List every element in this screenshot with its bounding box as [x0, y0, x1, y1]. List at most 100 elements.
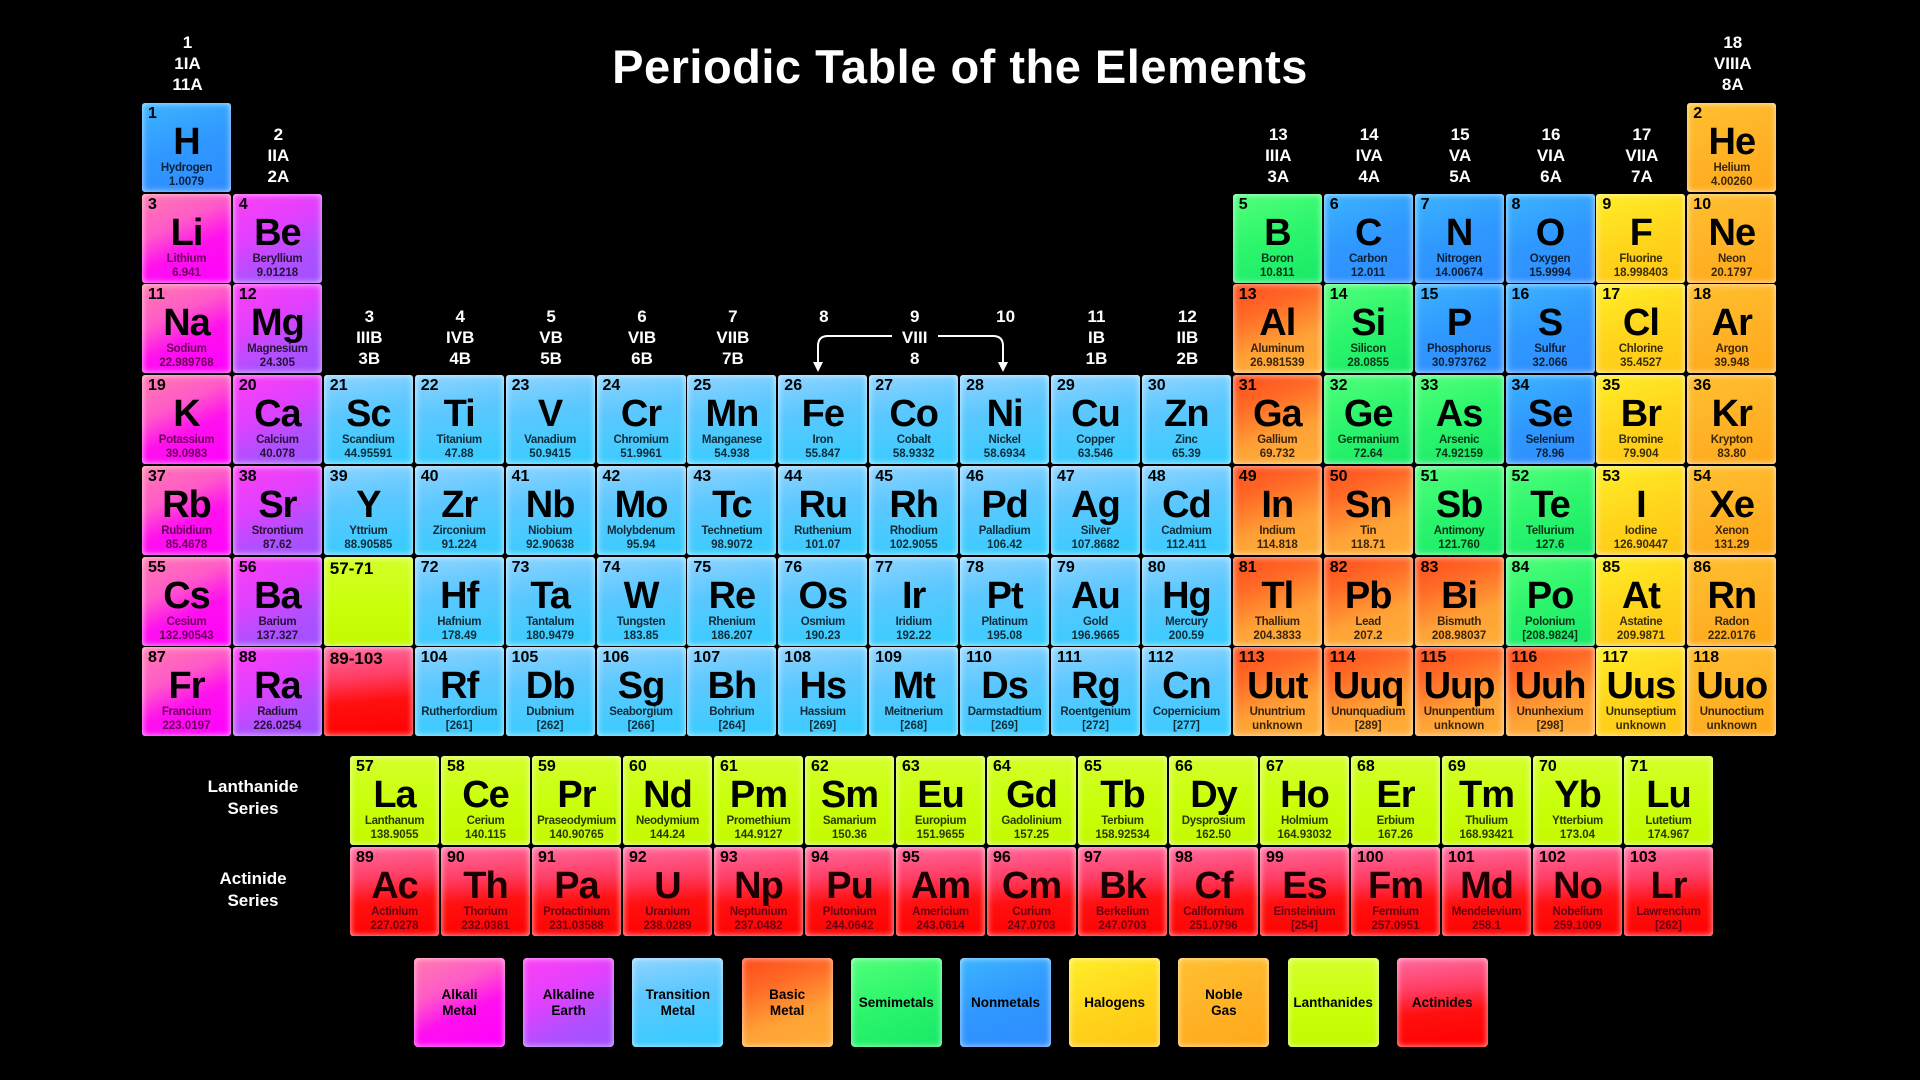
element-cell-uup[interactable]: 115 Uup Ununpentium unknown	[1414, 647, 1504, 737]
element-cell-tc[interactable]: 43 Tc Technetium 98.9072	[687, 465, 777, 555]
element-cell-md[interactable]: 101 Md Mendelevium 258.1	[1442, 847, 1531, 936]
element-cell-mt[interactable]: 109 Mt Meitnerium [268]	[869, 647, 959, 737]
element-cell-uuh[interactable]: 116 Uuh Ununhexium [298]	[1505, 647, 1595, 737]
element-cell-no[interactable]: 102 No Nobelium 259.1009	[1533, 847, 1622, 936]
element-cell-sm[interactable]: 62 Sm Samarium 150.36	[805, 756, 894, 845]
element-cell-b[interactable]: 5 B Boron 10.811	[1232, 193, 1322, 283]
element-cell-he[interactable]: 2 He Helium 4.00260	[1687, 103, 1777, 192]
element-cell-ho[interactable]: 67 Ho Holmium 164.93032	[1260, 756, 1349, 845]
element-cell-k[interactable]: 19 K Potassium 39.0983	[142, 375, 231, 465]
element-cell-pb[interactable]: 82 Pb Lead 207.2	[1323, 556, 1413, 646]
element-cell-co[interactable]: 27 Co Cobalt 58.9332	[869, 375, 959, 465]
element-cell-ti[interactable]: 22 Ti Titanium 47.88	[414, 375, 504, 465]
element-cell-mo[interactable]: 42 Mo Molybdenum 95.94	[596, 465, 686, 555]
element-cell-na[interactable]: 11 Na Sodium 22.989768	[142, 284, 231, 374]
element-cell-tm[interactable]: 69 Tm Thulium 168.93421	[1442, 756, 1531, 845]
element-cell-tl[interactable]: 81 Tl Thallium 204.3833	[1232, 556, 1322, 646]
element-cell-ag[interactable]: 47 Ag Silver 107.8682	[1051, 465, 1140, 555]
element-cell-w[interactable]: 74 W Tungsten 183.85	[596, 556, 686, 646]
element-cell-be[interactable]: 4 Be Beryllium 9.01218	[232, 193, 322, 283]
element-cell-sn[interactable]: 50 Sn Tin 118.71	[1323, 465, 1413, 555]
element-cell-uus[interactable]: 117 Uus Ununseptium unknown	[1596, 647, 1686, 737]
element-cell-uuq[interactable]: 114 Uuq Ununquadium [289]	[1323, 647, 1413, 737]
element-cell-ca[interactable]: 20 Ca Calcium 40.078	[232, 375, 322, 465]
element-cell-mn[interactable]: 25 Mn Manganese 54.938	[687, 375, 777, 465]
element-cell-zr[interactable]: 40 Zr Zirconium 91.224	[414, 465, 504, 555]
element-cell-ru[interactable]: 44 Ru Ruthenium 101.07	[778, 465, 868, 555]
element-cell-la[interactable]: 57 La Lanthanum 138.9055	[350, 756, 439, 845]
element-cell-er[interactable]: 68 Er Erbium 167.26	[1351, 756, 1440, 845]
element-cell-bi[interactable]: 83 Bi Bismuth 208.98037	[1414, 556, 1504, 646]
element-cell-at[interactable]: 85 At Astatine 209.9871	[1596, 556, 1686, 646]
element-cell-fe[interactable]: 26 Fe Iron 55.847	[778, 375, 868, 465]
element-cell-cf[interactable]: 98 Cf Californium 251.0796	[1169, 847, 1258, 936]
element-cell-bh[interactable]: 107 Bh Bohrium [264]	[687, 647, 777, 737]
element-cell-cm[interactable]: 96 Cm Curium 247.0703	[987, 847, 1076, 936]
element-cell-c[interactable]: 6 C Carbon 12.011	[1323, 193, 1413, 283]
element-cell-as[interactable]: 33 As Arsenic 74.92159	[1414, 375, 1504, 465]
element-cell-am[interactable]: 95 Am Americium 243.0614	[896, 847, 985, 936]
element-cell-ba[interactable]: 56 Ba Barium 137.327	[232, 556, 322, 646]
element-cell-rf[interactable]: 104 Rf Rutherfordium [261]	[414, 647, 504, 737]
element-cell-li[interactable]: 3 Li Lithium 6.941	[142, 193, 231, 283]
element-cell-pu[interactable]: 94 Pu Plutonium 244.0642	[805, 847, 894, 936]
element-cell-ne[interactable]: 10 Ne Neon 20.1797	[1687, 193, 1777, 283]
element-cell-mg[interactable]: 12 Mg Magnesium 24.305	[232, 284, 322, 374]
element-cell-f[interactable]: 9 F Fluorine 18.998403	[1596, 193, 1686, 283]
element-cell-es[interactable]: 99 Es Einsteinium [254]	[1260, 847, 1349, 936]
element-cell-ce[interactable]: 58 Ce Cerium 140.115	[441, 756, 530, 845]
element-cell-i[interactable]: 53 I Iodine 126.90447	[1596, 465, 1686, 555]
element-cell-bk[interactable]: 97 Bk Berkelium 247.0703	[1078, 847, 1167, 936]
element-cell-cs[interactable]: 55 Cs Cesium 132.90543	[142, 556, 231, 646]
element-cell-dy[interactable]: 66 Dy Dysprosium 162.50	[1169, 756, 1258, 845]
element-cell-rg[interactable]: 111 Rg Roentgenium [272]	[1051, 647, 1140, 737]
element-cell-xe[interactable]: 54 Xe Xenon 131.29	[1687, 465, 1777, 555]
element-cell-pr[interactable]: 59 Pr Praseodymium 140.90765	[532, 756, 621, 845]
element-cell-rh[interactable]: 45 Rh Rhodium 102.9055	[869, 465, 959, 555]
element-cell-sb[interactable]: 51 Sb Antimony 121.760	[1414, 465, 1504, 555]
element-cell-h[interactable]: 1 H Hydrogen 1.0079	[142, 103, 231, 192]
element-cell-pm[interactable]: 61 Pm Promethium 144.9127	[714, 756, 803, 845]
element-cell-al[interactable]: 13 Al Aluminum 26.981539	[1232, 284, 1322, 374]
element-cell-cu[interactable]: 29 Cu Copper 63.546	[1051, 375, 1140, 465]
element-cell-gd[interactable]: 64 Gd Gadolinium 157.25	[987, 756, 1076, 845]
element-cell-pt[interactable]: 78 Pt Platinum 195.08	[960, 556, 1050, 646]
element-cell-y[interactable]: 39 Y Yttrium 88.90585	[323, 465, 413, 555]
element-cell-cr[interactable]: 24 Cr Chromium 51.9961	[596, 375, 686, 465]
element-cell-uuo[interactable]: 118 Uuo Ununoctium unknown	[1687, 647, 1777, 737]
element-cell-db[interactable]: 105 Db Dubnium [262]	[505, 647, 595, 737]
element-cell-pd[interactable]: 46 Pd Palladium 106.42	[960, 465, 1050, 555]
element-cell-nb[interactable]: 41 Nb Niobium 92.90638	[505, 465, 595, 555]
element-cell-lr[interactable]: 103 Lr Lawrencium [262]	[1624, 847, 1713, 936]
element-cell-br[interactable]: 35 Br Bromine 79.904	[1596, 375, 1686, 465]
element-cell-cd[interactable]: 48 Cd Cadmium 112.411	[1141, 465, 1231, 555]
element-cell-si[interactable]: 14 Si Silicon 28.0855	[1323, 284, 1413, 374]
element-cell-n[interactable]: 7 N Nitrogen 14.00674	[1414, 193, 1504, 283]
element-cell-os[interactable]: 76 Os Osmium 190.23	[778, 556, 868, 646]
element-cell-hs[interactable]: 108 Hs Hassium [269]	[778, 647, 868, 737]
element-cell-in[interactable]: 49 In Indium 114.818	[1232, 465, 1322, 555]
element-cell-ni[interactable]: 28 Ni Nickel 58.6934	[960, 375, 1050, 465]
element-cell-kr[interactable]: 36 Kr Krypton 83.80	[1687, 375, 1777, 465]
element-cell-lu[interactable]: 71 Lu Lutetium 174.967	[1624, 756, 1713, 845]
element-cell-hf[interactable]: 72 Hf Hafnium 178.49	[414, 556, 504, 646]
element-cell-fm[interactable]: 100 Fm Fermium 257.0951	[1351, 847, 1440, 936]
element-cell-sc[interactable]: 21 Sc Scandium 44.95591	[323, 375, 413, 465]
element-cell-sg[interactable]: 106 Sg Seaborgium [266]	[596, 647, 686, 737]
element-cell-nd[interactable]: 60 Nd Neodymium 144.24	[623, 756, 712, 845]
element-cell-tb[interactable]: 65 Tb Terbium 158.92534	[1078, 756, 1167, 845]
element-cell-th[interactable]: 90 Th Thorium 232.0381	[441, 847, 530, 936]
element-cell-zn[interactable]: 30 Zn Zinc 65.39	[1141, 375, 1231, 465]
element-cell-uut[interactable]: 113 Uut Ununtrium unknown	[1232, 647, 1322, 737]
element-cell-pa[interactable]: 91 Pa Protactinium 231.03588	[532, 847, 621, 936]
placeholder-cell-lanthanide[interactable]: 57-71	[323, 556, 413, 646]
element-cell-ge[interactable]: 32 Ge Germanium 72.64	[1323, 375, 1413, 465]
element-cell-se[interactable]: 34 Se Selenium 78.96	[1505, 375, 1595, 465]
element-cell-rb[interactable]: 37 Rb Rubidium 85.4678	[142, 465, 231, 555]
element-cell-po[interactable]: 84 Po Polonium [208.9824]	[1505, 556, 1595, 646]
element-cell-ra[interactable]: 88 Ra Radium 226.0254	[232, 647, 322, 737]
element-cell-p[interactable]: 15 P Phosphorus 30.973762	[1414, 284, 1504, 374]
element-cell-sr[interactable]: 38 Sr Strontium 87.62	[232, 465, 322, 555]
element-cell-ds[interactable]: 110 Ds Darmstadtium [269]	[960, 647, 1050, 737]
element-cell-au[interactable]: 79 Au Gold 196.9665	[1051, 556, 1140, 646]
